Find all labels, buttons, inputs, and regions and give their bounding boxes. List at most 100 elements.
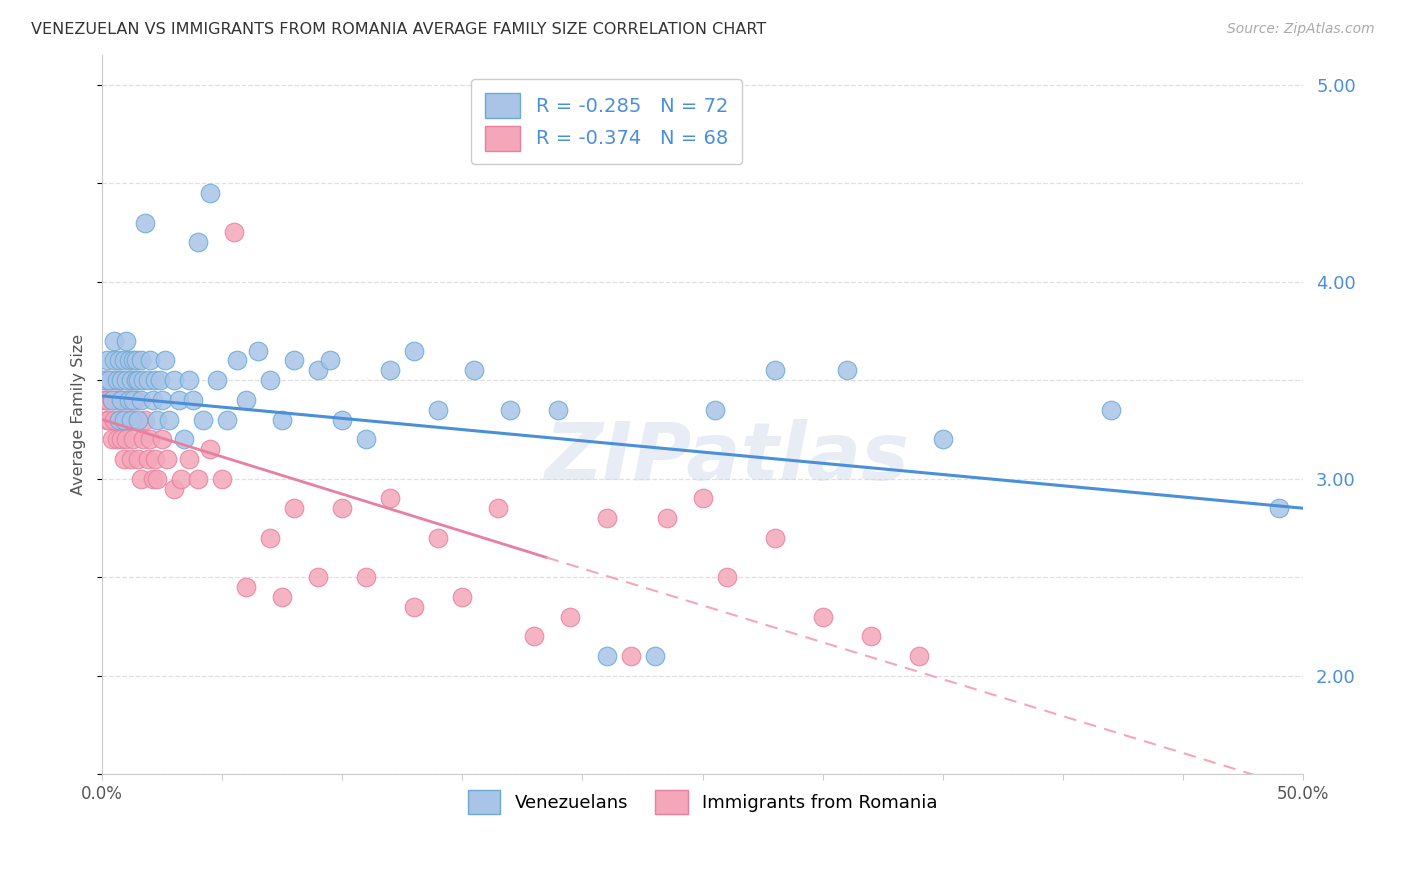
Point (101, 432, 124, 446)
Point (560, 609, 582, 624)
Point (108, 373, 131, 387)
Point (225, 353, 247, 368)
Point (283, 501, 305, 516)
Point (132, 373, 155, 387)
Point (120, 452, 142, 467)
Point (120, 392, 142, 407)
Point (319, 353, 342, 368)
Point (187, 472, 209, 486)
Point (217, 412, 239, 426)
Point (117, 373, 139, 387)
Point (235, 392, 257, 407)
Point (143, 452, 166, 467)
Point (259, 531, 281, 545)
Point (105, 373, 128, 387)
Point (859, 629, 882, 643)
Point (150, 432, 173, 446)
Point (115, 432, 138, 446)
Point (187, 235, 209, 250)
Point (835, 363, 858, 377)
Point (163, 482, 186, 496)
Point (142, 472, 165, 486)
Point (127, 412, 149, 426)
Point (139, 432, 162, 446)
Point (129, 472, 152, 486)
Point (101, 392, 124, 407)
Text: Source: ZipAtlas.com: Source: ZipAtlas.com (1227, 22, 1375, 37)
Point (931, 432, 953, 446)
Point (1099, 402, 1122, 417)
Point (163, 373, 186, 387)
Point (93, 392, 115, 407)
Point (307, 570, 329, 584)
Point (127, 452, 149, 467)
Point (451, 590, 474, 604)
Point (96, 353, 118, 368)
Point (644, 648, 666, 663)
Point (122, 392, 145, 407)
Point (235, 580, 257, 594)
Point (108, 412, 131, 426)
Point (115, 334, 138, 348)
Point (427, 402, 450, 417)
Point (404, 343, 426, 358)
Point (98, 373, 121, 387)
Point (811, 609, 834, 624)
Point (1268, 501, 1291, 516)
Point (271, 590, 294, 604)
Point (356, 570, 378, 584)
Point (380, 491, 402, 506)
Point (112, 412, 135, 426)
Point (117, 392, 139, 407)
Point (98, 412, 121, 426)
Point (427, 531, 450, 545)
Point (105, 432, 128, 446)
Point (122, 412, 145, 426)
Point (177, 452, 200, 467)
Point (134, 216, 156, 230)
Point (136, 452, 159, 467)
Point (129, 353, 152, 368)
Text: ZIPatlas: ZIPatlas (544, 418, 910, 497)
Point (156, 452, 179, 467)
Point (167, 392, 190, 407)
Point (125, 373, 148, 387)
Point (134, 412, 156, 426)
Point (110, 392, 132, 407)
Point (103, 334, 125, 348)
Point (117, 412, 139, 426)
Point (404, 599, 426, 614)
Point (103, 373, 125, 387)
Point (112, 353, 135, 368)
Point (716, 570, 738, 584)
Point (127, 373, 149, 387)
Y-axis label: Average Family Size: Average Family Size (72, 334, 86, 495)
Point (110, 392, 132, 407)
Point (330, 501, 353, 516)
Point (93, 373, 115, 387)
Legend: Venezuelans, Immigrants from Romania: Venezuelans, Immigrants from Romania (456, 778, 950, 826)
Point (120, 373, 142, 387)
Point (117, 353, 139, 368)
Point (907, 648, 929, 663)
Point (191, 412, 214, 426)
Point (149, 373, 172, 387)
Point (207, 373, 229, 387)
Text: VENEZUELAN VS IMMIGRANTS FROM ROMANIA AVERAGE FAMILY SIZE CORRELATION CHART: VENEZUELAN VS IMMIGRANTS FROM ROMANIA AV… (31, 22, 766, 37)
Point (523, 629, 546, 643)
Point (380, 363, 402, 377)
Point (125, 392, 148, 407)
Point (488, 501, 510, 516)
Point (283, 353, 305, 368)
Point (259, 373, 281, 387)
Point (499, 402, 522, 417)
Point (132, 432, 155, 446)
Point (763, 531, 786, 545)
Point (108, 412, 131, 426)
Point (692, 491, 714, 506)
Point (271, 412, 294, 426)
Point (330, 412, 353, 426)
Point (115, 373, 138, 387)
Point (763, 363, 786, 377)
Point (112, 452, 135, 467)
